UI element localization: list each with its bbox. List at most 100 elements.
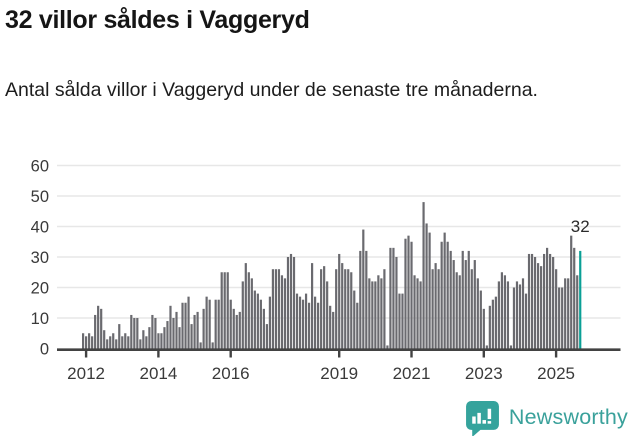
bar	[524, 293, 528, 349]
bar	[268, 296, 272, 349]
bar	[470, 269, 473, 349]
bar	[250, 278, 253, 349]
bar	[295, 293, 299, 349]
bar	[274, 269, 278, 349]
bar	[214, 299, 217, 349]
bar	[431, 269, 434, 349]
bar	[326, 281, 329, 349]
bar	[377, 275, 380, 349]
bar	[217, 299, 220, 349]
bar	[416, 278, 419, 349]
bar	[332, 311, 335, 349]
bar	[383, 269, 386, 349]
bar	[145, 336, 148, 349]
x-axis-tick-label: 2021	[393, 364, 431, 383]
bar	[136, 318, 139, 349]
bar	[139, 339, 142, 349]
bar	[437, 269, 440, 349]
bar	[151, 314, 154, 349]
bar	[163, 327, 166, 349]
bar	[154, 318, 157, 349]
chart-title: 32 villor såldes i Vaggeryd	[5, 6, 310, 34]
bar	[229, 299, 232, 349]
bar	[506, 281, 510, 349]
bar	[148, 327, 151, 349]
y-axis-tick-label: 10	[31, 310, 49, 328]
bar	[503, 275, 507, 349]
bar	[570, 235, 573, 349]
bar	[536, 263, 540, 349]
bar	[232, 308, 235, 349]
y-axis-tick-label: 0	[40, 341, 49, 359]
bar	[464, 260, 467, 349]
bar	[286, 257, 290, 349]
bar	[539, 266, 543, 349]
y-axis-tick-label: 40	[31, 219, 49, 237]
bar	[115, 339, 118, 349]
bar	[307, 302, 311, 349]
bar	[567, 278, 570, 349]
bar	[91, 336, 94, 349]
y-axis-tick-label: 20	[31, 280, 49, 298]
bar	[320, 269, 323, 349]
bar	[452, 260, 455, 349]
bar	[118, 324, 121, 349]
bar	[289, 253, 293, 349]
bar	[256, 293, 259, 349]
bar	[338, 253, 341, 349]
bar	[512, 287, 516, 349]
bar	[350, 272, 353, 349]
bar	[169, 305, 172, 349]
y-axis-tick-label: 60	[31, 158, 49, 176]
bar	[413, 275, 416, 349]
bar	[353, 290, 356, 349]
bar	[97, 305, 100, 349]
bar	[479, 290, 482, 349]
bar	[518, 284, 522, 349]
newsworthy-bubble-chart-icon	[465, 401, 499, 436]
bar	[304, 293, 308, 349]
x-axis-tick-label: 2019	[320, 364, 358, 383]
bar	[359, 250, 362, 349]
chart-subtitle: Antal sålda villor i Vaggeryd under de s…	[5, 79, 538, 101]
bar	[323, 266, 326, 349]
bar	[576, 275, 579, 349]
x-axis-tick-label: 2014	[139, 364, 177, 383]
x-axis-tick-label: 2023	[465, 364, 503, 383]
bar	[561, 287, 564, 349]
bar	[564, 278, 567, 349]
bar	[461, 250, 464, 349]
bar	[515, 281, 519, 349]
bar	[530, 253, 534, 349]
bar-highlight	[579, 250, 582, 349]
bar	[82, 333, 85, 349]
bar	[124, 333, 127, 349]
bar	[422, 202, 425, 349]
bar	[292, 257, 296, 349]
bar	[467, 250, 470, 349]
bar	[160, 333, 163, 349]
bar	[244, 263, 247, 349]
bar	[533, 257, 537, 349]
bar	[265, 324, 268, 349]
bar	[280, 275, 284, 349]
bar	[127, 336, 130, 349]
bar	[443, 232, 446, 349]
bar	[181, 302, 184, 349]
bar	[392, 247, 395, 349]
bar	[187, 296, 190, 349]
bar	[335, 269, 338, 349]
bar	[552, 257, 555, 349]
bar	[389, 247, 392, 349]
bar	[175, 311, 178, 349]
bar	[283, 278, 287, 349]
x-axis-tick-label: 2012	[67, 364, 105, 383]
bar	[238, 311, 241, 349]
bar	[440, 241, 443, 349]
bar	[527, 253, 531, 349]
newsworthy-logo: Newsworthy	[464, 399, 628, 436]
bar	[109, 336, 112, 349]
bar	[226, 272, 229, 349]
